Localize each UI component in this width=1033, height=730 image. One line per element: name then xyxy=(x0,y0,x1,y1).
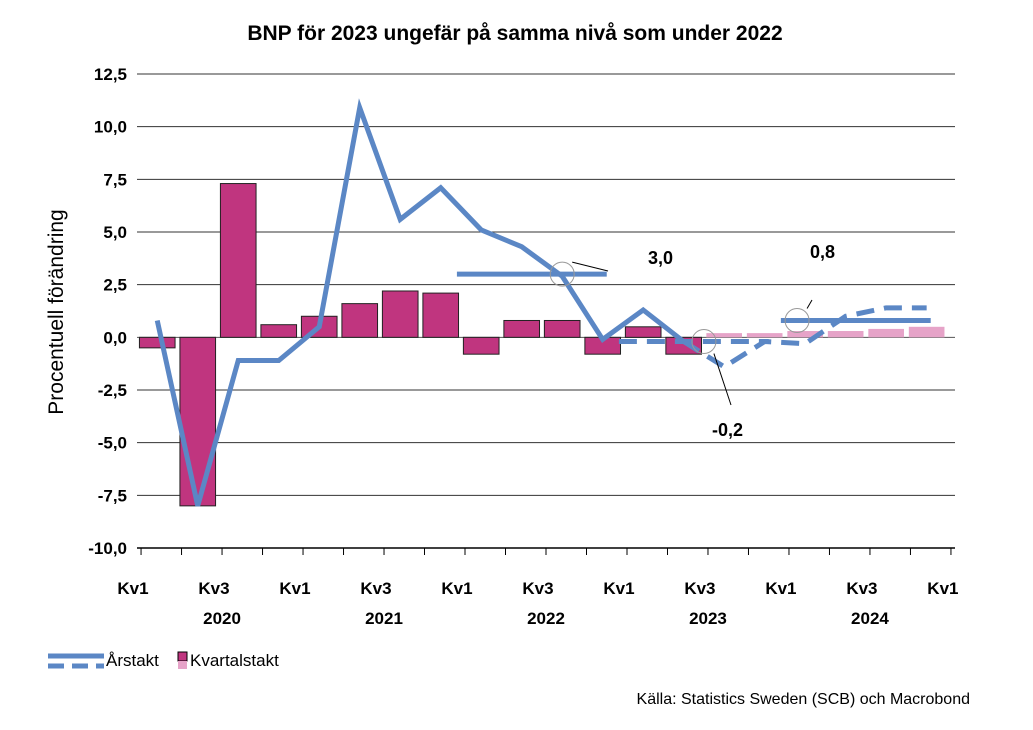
x-tick-label: Kv1 xyxy=(441,579,472,598)
grid-lines xyxy=(137,73,955,549)
bar xyxy=(462,336,500,355)
bar xyxy=(827,331,864,338)
line-series xyxy=(154,98,927,507)
x-tick-label: Kv3 xyxy=(684,579,715,598)
line-arstakt-forecast xyxy=(682,305,927,370)
annual-average-marker xyxy=(691,329,717,355)
bar xyxy=(787,331,823,338)
y-axis-label: Procentuell förändring xyxy=(45,209,68,414)
annual-average-marker xyxy=(549,261,575,287)
bar xyxy=(260,324,298,338)
legend-label-arstakt: Årstakt xyxy=(106,651,159,670)
annotation-leader xyxy=(572,261,609,272)
x-axis: Kv1 Kv3 Kv1 Kv3 Kv1 Kv3 Kv1 Kv3 Kv1 Kv3 Kv1 2020 202… xyxy=(117,547,958,628)
x-year-label: 2020 xyxy=(203,609,241,628)
y-tick-label: 2,5 xyxy=(103,276,127,295)
bar xyxy=(138,336,176,349)
x-year-label: 2023 xyxy=(689,609,727,628)
legend: Årstakt Kvartalstakt xyxy=(48,651,279,670)
y-tick-labels: -10,0 -7,5 -5,0 -2,5 0,0 2,5 5,0 7,5 10,0 12,5 xyxy=(88,65,127,558)
x-year-label: 2021 xyxy=(365,609,403,628)
annual-average-label: 3,0 xyxy=(648,248,673,268)
y-tick-label: 0,0 xyxy=(103,328,127,347)
x-tick-label: Kv1 xyxy=(117,579,148,598)
annual-average-marker xyxy=(784,307,810,333)
x-tick-label: Kv1 xyxy=(279,579,310,598)
y-tick-label: 12,5 xyxy=(94,65,127,84)
bar xyxy=(341,303,379,338)
legend-swatch-actual xyxy=(177,651,188,662)
bar xyxy=(219,183,257,338)
x-tick-label: Kv1 xyxy=(603,579,634,598)
x-tick-label: Kv3 xyxy=(198,579,229,598)
y-tick-label: 7,5 xyxy=(103,170,127,189)
bar xyxy=(908,326,945,338)
bar xyxy=(179,336,217,507)
annual-average-label: 0,8 xyxy=(810,242,835,262)
x-tick-label: Kv3 xyxy=(360,579,391,598)
y-tick-label: -10,0 xyxy=(88,539,127,558)
bar xyxy=(543,319,581,338)
y-tick-label: 5,0 xyxy=(103,223,127,242)
legend-swatch-forecast xyxy=(178,661,187,669)
annual-average-label: -0,2 xyxy=(712,420,743,440)
annotation-leader xyxy=(806,299,813,309)
bar xyxy=(746,333,783,338)
y-tick-label: -2,5 xyxy=(98,381,127,400)
bar xyxy=(422,292,460,338)
source-note: Källa: Statistics Sweden (SCB) och Macro… xyxy=(637,691,970,708)
legend-label-kvartalstakt: Kvartalstakt xyxy=(190,651,279,670)
chart-title: BNP för 2023 ungefär på samma nivå som u… xyxy=(247,22,782,45)
bar xyxy=(868,328,904,338)
x-tick-label: Kv1 xyxy=(765,579,796,598)
bar xyxy=(503,319,541,338)
y-tick-label: 10,0 xyxy=(94,118,127,137)
x-year-label: 2022 xyxy=(527,609,565,628)
annotations: 3,0 -0,2 0,8 xyxy=(456,242,931,440)
x-tick-label: Kv1 xyxy=(927,579,958,598)
line-arstakt-actual xyxy=(154,98,686,507)
x-year-label: 2024 xyxy=(851,609,889,628)
x-tick-label: Kv3 xyxy=(846,579,877,598)
bar xyxy=(381,290,419,338)
y-tick-label: -5,0 xyxy=(98,434,127,453)
x-tick-label: Kv3 xyxy=(522,579,553,598)
y-tick-label: -7,5 xyxy=(98,486,127,505)
bar xyxy=(624,326,662,338)
bar-series xyxy=(138,183,945,507)
bar xyxy=(706,333,742,338)
annotation-leader xyxy=(713,353,732,406)
